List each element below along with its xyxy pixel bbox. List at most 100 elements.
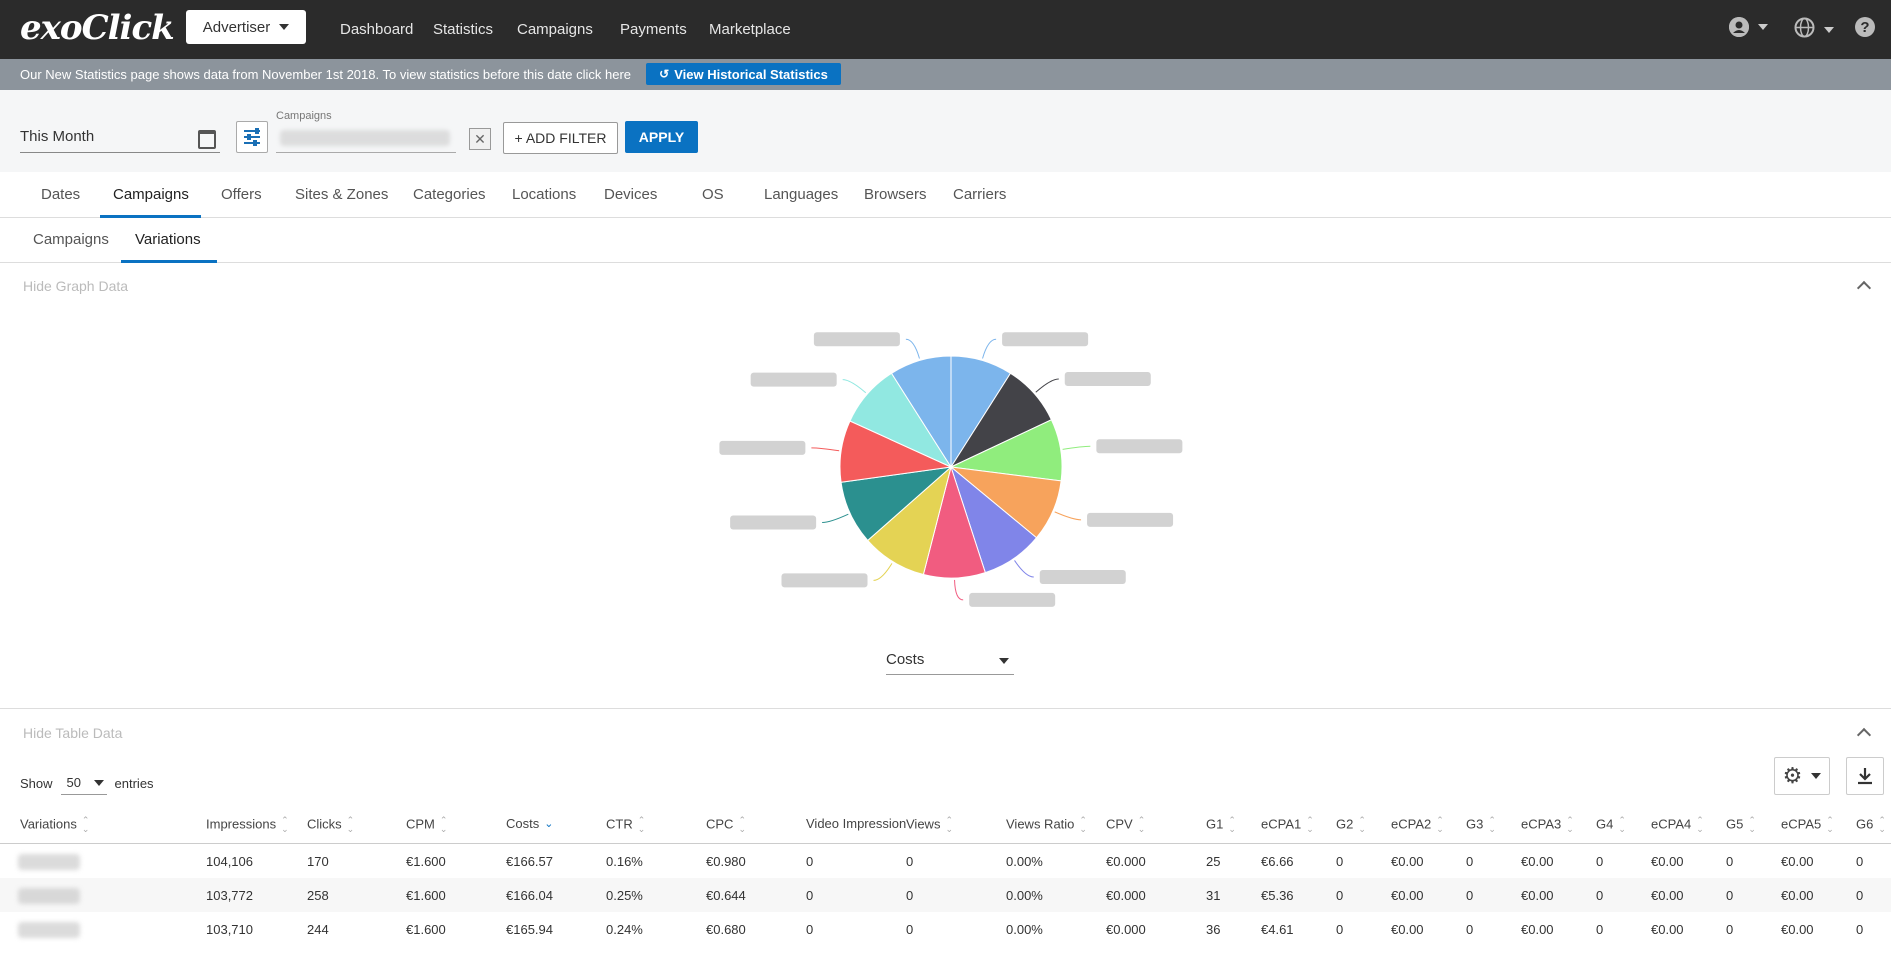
redacted-slice-label: [781, 573, 868, 588]
column-header-label: eCPA5: [1781, 816, 1822, 832]
chevron-up-icon[interactable]: [1856, 727, 1872, 743]
help-button[interactable]: ?: [1855, 17, 1875, 37]
redacted-variation-name[interactable]: [18, 922, 80, 938]
table-cell: 0.00%: [1006, 922, 1043, 937]
account-type-dropdown[interactable]: Advertiser: [186, 10, 306, 44]
table-cell: 0: [1856, 854, 1864, 869]
column-header-g1[interactable]: G1 ⌃ ⌄: [1206, 816, 1236, 834]
tab-os[interactable]: OS: [702, 186, 724, 203]
column-header-cpc[interactable]: CPC ⌃ ⌄: [706, 816, 746, 834]
clear-campaign-filter-button[interactable]: ✕: [469, 128, 491, 150]
redacted-variation-name[interactable]: [18, 854, 80, 870]
table-cell: €0.00: [1781, 888, 1814, 903]
table-cell: 0: [1726, 888, 1734, 903]
view-historical-statistics-button[interactable]: ↺ View Historical Statistics: [646, 63, 841, 85]
hide-graph-toggle[interactable]: Hide Graph Data: [23, 278, 129, 294]
column-header-g3[interactable]: G3 ⌃ ⌄: [1466, 816, 1496, 834]
hide-table-toggle[interactable]: Hide Table Data: [23, 725, 123, 741]
sort-icon: ⌃ ⌄: [1566, 816, 1574, 834]
tab-devices[interactable]: Devices: [604, 186, 658, 203]
nav-campaigns[interactable]: Campaigns: [517, 21, 593, 38]
redacted-slice-label: [1096, 439, 1183, 454]
column-header-views[interactable]: Views ⌃ ⌄: [906, 816, 953, 834]
download-button[interactable]: [1846, 757, 1884, 795]
column-header-views-ratio[interactable]: Views Ratio ⌃ ⌄: [1006, 816, 1087, 834]
add-filter-button[interactable]: + ADD FILTER: [503, 122, 618, 154]
column-settings-button[interactable]: ⚙: [1774, 757, 1830, 795]
gear-icon: ⚙: [1782, 763, 1803, 788]
filter-settings-button[interactable]: [236, 121, 268, 153]
nav-payments[interactable]: Payments: [620, 21, 687, 38]
banner-text: Our New Statistics page shows data from …: [20, 67, 632, 82]
table-cell: €0.00: [1391, 888, 1424, 903]
column-header-g5[interactable]: G5 ⌃ ⌄: [1726, 816, 1756, 834]
tab-languages[interactable]: Languages: [764, 186, 839, 203]
table-cell: €1.600: [406, 854, 446, 869]
column-header-ecpa2[interactable]: eCPA2 ⌃ ⌄: [1391, 816, 1444, 834]
table-row[interactable]: 103,710 244 €1.600 €165.94 0.24% €0.680 0 0 0.00…: [0, 912, 1891, 946]
header-divider: [0, 843, 1891, 844]
tab-dates[interactable]: Dates: [41, 186, 81, 203]
nav-marketplace[interactable]: Marketplace: [709, 21, 791, 38]
table-cell: 0: [1726, 922, 1734, 937]
table-cell: 0: [1856, 922, 1864, 937]
nav-statistics[interactable]: Statistics: [433, 21, 494, 38]
column-header-ctr[interactable]: CTR ⌃ ⌄: [606, 816, 645, 834]
column-header-impressions[interactable]: Impressions ⌃ ⌄: [206, 816, 289, 834]
column-header-g2[interactable]: G2 ⌃ ⌄: [1336, 816, 1366, 834]
subtab-variations[interactable]: Variations: [135, 231, 201, 248]
apply-button[interactable]: APPLY: [625, 121, 698, 153]
column-header-g6[interactable]: G6 ⌃ ⌄: [1856, 816, 1886, 834]
table-cell: 0: [906, 854, 914, 869]
column-header-cpm[interactable]: CPM ⌃ ⌄: [406, 816, 447, 834]
column-header-label: CPV: [1106, 816, 1133, 832]
tab-sites-zones[interactable]: Sites & Zones: [295, 186, 389, 203]
campaigns-filter-field[interactable]: [276, 124, 456, 153]
top-navbar: exoClick Advertiser Dashboard Statistics…: [0, 0, 1891, 59]
table-cell: 0: [1596, 888, 1604, 903]
column-header-video-impressions[interactable]: Video Impressions⌃⌄: [806, 816, 906, 831]
dimension-tabs: Dates Campaigns Offers Sites & Zones Cat…: [0, 172, 1891, 218]
nav-dashboard[interactable]: Dashboard: [340, 21, 414, 38]
pie-slice[interactable]: [890, 355, 952, 469]
tab-locations[interactable]: Locations: [512, 186, 577, 203]
info-banner: Our New Statistics page shows data from …: [0, 59, 1891, 90]
chevron-down-icon: [1824, 27, 1834, 33]
table-row[interactable]: 104,106 170 €1.600 €166.57 0.16% €0.980 0 0 0.00…: [0, 844, 1891, 878]
column-header-ecpa4[interactable]: eCPA4 ⌃ ⌄: [1651, 816, 1704, 834]
table-cell: 103,710: [206, 922, 253, 937]
subtab-campaigns[interactable]: Campaigns: [33, 231, 109, 248]
column-header-costs[interactable]: Costs ⌄: [506, 816, 553, 831]
account-type-label: Advertiser: [202, 18, 271, 36]
pie-leader-line: [954, 579, 964, 601]
chart-metric-select[interactable]: Costs: [886, 648, 1014, 675]
column-header-clicks[interactable]: Clicks ⌃ ⌄: [307, 816, 354, 834]
user-menu[interactable]: [1729, 17, 1768, 37]
sort-icon: ⌃ ⌄: [1878, 816, 1886, 834]
table-cell: €0.680: [706, 922, 746, 937]
column-header-label: G4: [1596, 816, 1614, 832]
tab-carriers[interactable]: Carriers: [953, 186, 1007, 203]
table-cell: €0.00: [1781, 854, 1814, 869]
column-header-ecpa3[interactable]: eCPA3 ⌃ ⌄: [1521, 816, 1574, 834]
tab-browsers[interactable]: Browsers: [864, 186, 927, 203]
column-header-g4[interactable]: G4 ⌃ ⌄: [1596, 816, 1626, 834]
redacted-campaign-value: [280, 130, 450, 146]
table-cell: 36: [1206, 922, 1221, 937]
filter-bar: This Month Campaigns ✕ + ADD FILTER APPL…: [0, 90, 1891, 172]
redacted-variation-name[interactable]: [18, 888, 80, 904]
column-header-cpv[interactable]: CPV ⌃ ⌄: [1106, 816, 1145, 834]
logo[interactable]: exoClick: [20, 8, 175, 48]
column-header-ecpa1[interactable]: eCPA1 ⌃ ⌄: [1261, 816, 1314, 834]
tab-campaigns[interactable]: Campaigns: [113, 186, 189, 203]
entries-select[interactable]: 50: [60, 772, 107, 795]
language-menu[interactable]: [1794, 17, 1834, 43]
pie-leader-line: [873, 563, 893, 581]
column-header-ecpa5[interactable]: eCPA5 ⌃ ⌄: [1781, 816, 1834, 834]
tab-offers[interactable]: Offers: [221, 186, 262, 203]
table-row[interactable]: 103,772 258 €1.600 €166.04 0.25% €0.644 0 0 0.00…: [0, 878, 1891, 912]
tab-categories[interactable]: Categories: [413, 186, 486, 203]
date-range-picker[interactable]: This Month: [20, 128, 220, 153]
column-header-label: G2: [1336, 816, 1354, 832]
column-header-variations[interactable]: Variations ⌃ ⌄: [20, 816, 89, 834]
